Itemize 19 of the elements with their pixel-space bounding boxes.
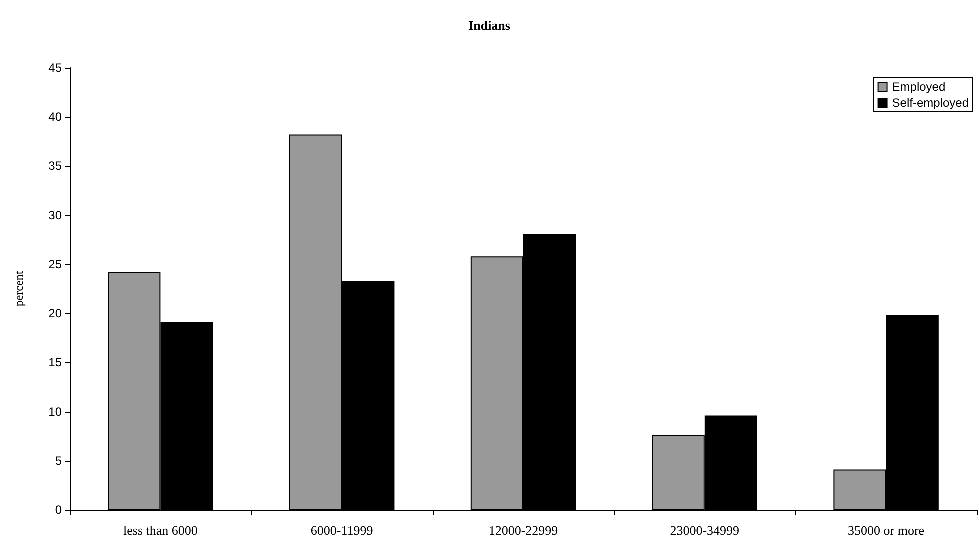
y-tick-label: 30 bbox=[48, 208, 62, 222]
y-tick-label: 10 bbox=[48, 404, 62, 419]
x-tick-label: 6000-11999 bbox=[310, 523, 374, 538]
x-tick-label: less than 6000 bbox=[124, 523, 198, 538]
legend-label: Self-employed bbox=[892, 96, 970, 110]
x-tick-label: 12000-22999 bbox=[488, 523, 558, 538]
y-tick-label: 15 bbox=[48, 356, 62, 370]
x-tick-label: 35000 or more bbox=[848, 523, 925, 538]
legend-label: Employed bbox=[892, 80, 946, 94]
chart-title: Indians bbox=[468, 18, 510, 33]
y-tick-label: 25 bbox=[48, 257, 62, 272]
y-tick-label: 40 bbox=[48, 110, 62, 124]
y-tick-label: 0 bbox=[55, 503, 62, 517]
y-tick-label: 45 bbox=[48, 61, 62, 75]
y-axis-title: percent bbox=[12, 270, 26, 307]
y-tick-label: 35 bbox=[48, 159, 62, 174]
y-tick-label: 5 bbox=[55, 454, 62, 468]
x-tick-label: 23000-34999 bbox=[670, 523, 740, 538]
y-tick-label: 20 bbox=[48, 306, 62, 321]
